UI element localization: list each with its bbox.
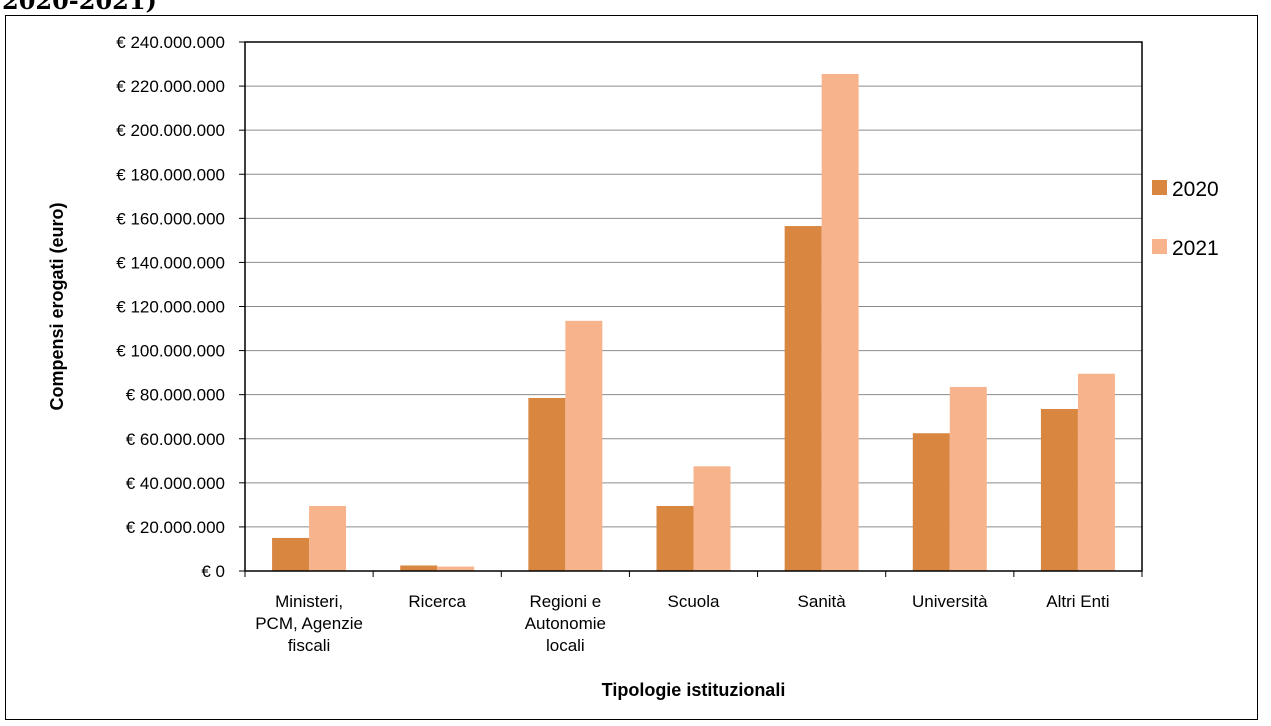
y-tick-labels: € 0 € 20.000.000 € 40.000.000 € 60.000.000 €… — [116, 33, 225, 581]
bar-2021-5 — [949, 386, 987, 571]
x-tick-label: Altri Enti — [1046, 592, 1109, 611]
x-tick-labels: Ministeri, PCM, Agenzie fiscali Ricerca Regi… — [255, 592, 1109, 655]
x-axis-title: Tipologie istituzionali — [602, 680, 786, 700]
bar-2021-3 — [693, 466, 731, 571]
bar-2021-4 — [821, 73, 859, 571]
bar-2020-5 — [912, 433, 950, 571]
y-tick-label: € 200.000.000 — [116, 121, 225, 140]
y-tick-label: € 160.000.000 — [116, 209, 225, 228]
y-tick-label: € 20.000.000 — [126, 518, 225, 537]
x-tick-label: Scuola — [668, 592, 721, 611]
bar-2021-2 — [565, 320, 603, 571]
bar-2021-1 — [437, 566, 475, 571]
legend-swatch-2020 — [1152, 180, 1167, 195]
bar-2020-6 — [1040, 408, 1078, 571]
axis-ticks — [239, 41, 1143, 577]
y-axis-title: Compensi erogati (euro) — [47, 202, 67, 410]
y-tick-label: € 180.000.000 — [116, 165, 225, 184]
bar-2020-0 — [272, 537, 310, 571]
bar-2020-2 — [528, 397, 566, 571]
x-tick-label: Università — [912, 592, 988, 611]
heading-fragment: 2020-2021) — [2, 0, 157, 15]
y-tick-label: € 220.000.000 — [116, 77, 225, 96]
legend-swatch-2021 — [1152, 239, 1167, 254]
y-tick-label: € 120.000.000 — [116, 298, 225, 317]
x-tick-label: Ricerca — [408, 592, 466, 611]
bar-2020-1 — [400, 565, 438, 571]
bar-2021-0 — [309, 505, 347, 571]
legend-label-2020: 2020 — [1172, 178, 1219, 201]
x-tick-label: Ministeri, PCM, Agenzie fiscali — [255, 592, 363, 655]
bar-2020-3 — [656, 505, 694, 571]
y-tick-label: € 40.000.000 — [126, 474, 225, 493]
y-tick-label: € 140.000.000 — [116, 253, 225, 272]
legend: 2020 2021 — [1152, 178, 1219, 260]
x-tick-label: Regioni e Autonomie locali — [525, 592, 606, 655]
y-tick-label: € 0 — [201, 562, 225, 581]
bars — [272, 73, 1115, 571]
legend-label-2021: 2021 — [1172, 237, 1219, 260]
y-tick-label: € 100.000.000 — [116, 342, 225, 361]
y-tick-label: € 60.000.000 — [126, 430, 225, 449]
bar-2020-4 — [784, 226, 822, 571]
gridlines — [245, 85, 1142, 528]
y-tick-label: € 80.000.000 — [126, 386, 225, 405]
y-tick-label: € 240.000.000 — [116, 33, 225, 52]
x-tick-label: Sanità — [798, 592, 847, 611]
chart-frame — [5, 15, 1258, 720]
bar-2021-6 — [1077, 373, 1115, 571]
